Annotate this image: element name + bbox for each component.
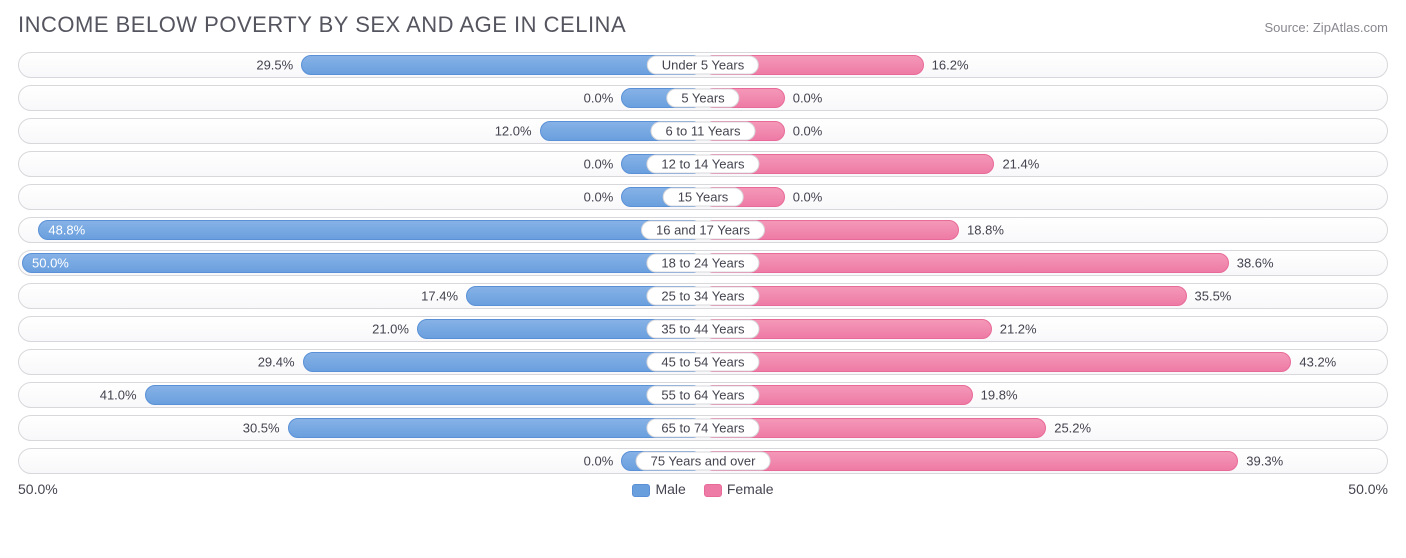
category-label: 18 to 24 Years <box>646 254 759 273</box>
category-label: 15 Years <box>663 188 744 207</box>
legend-male-label: Male <box>655 481 685 497</box>
male-value-label: 29.4% <box>258 355 295 370</box>
male-bar <box>145 385 703 405</box>
female-value-label: 25.2% <box>1054 421 1091 436</box>
chart-row: 0.0% 39.3% 75 Years and over <box>18 448 1388 474</box>
diverging-bar-chart: 29.5% 16.2% Under 5 Years 0.0% 0.0% 5 Years 12… <box>18 52 1388 474</box>
male-value-label: 12.0% <box>495 124 532 139</box>
category-label: 25 to 34 Years <box>646 287 759 306</box>
chart-row: 29.5% 16.2% Under 5 Years <box>18 52 1388 78</box>
male-bar <box>22 253 703 273</box>
male-bar <box>288 418 703 438</box>
male-value-label: 29.5% <box>256 58 293 73</box>
female-value-label: 0.0% <box>793 91 823 106</box>
male-value-label: 48.8% <box>48 223 85 238</box>
chart-row: 0.0% 21.4% 12 to 14 Years <box>18 151 1388 177</box>
male-bar <box>38 220 703 240</box>
female-swatch <box>704 484 722 497</box>
category-label: 12 to 14 Years <box>646 155 759 174</box>
category-label: 75 Years and over <box>636 452 771 471</box>
male-value-label: 0.0% <box>584 454 614 469</box>
female-value-label: 21.2% <box>1000 322 1037 337</box>
chart-row: 41.0% 19.8% 55 to 64 Years <box>18 382 1388 408</box>
female-value-label: 38.6% <box>1237 256 1274 271</box>
chart-row: 50.0% 38.6% 18 to 24 Years <box>18 250 1388 276</box>
category-label: 65 to 74 Years <box>646 419 759 438</box>
category-label: 35 to 44 Years <box>646 320 759 339</box>
chart-row: 17.4% 35.5% 25 to 34 Years <box>18 283 1388 309</box>
male-bar <box>303 352 703 372</box>
source-attribution: Source: ZipAtlas.com <box>1264 20 1388 35</box>
male-value-label: 17.4% <box>421 289 458 304</box>
category-label: Under 5 Years <box>647 56 759 75</box>
female-value-label: 16.2% <box>932 58 969 73</box>
legend-female-label: Female <box>727 481 774 497</box>
female-value-label: 43.2% <box>1299 355 1336 370</box>
chart-row: 30.5% 25.2% 65 to 74 Years <box>18 415 1388 441</box>
chart-row: 21.0% 21.2% 35 to 44 Years <box>18 316 1388 342</box>
male-value-label: 30.5% <box>243 421 280 436</box>
female-bar <box>703 253 1229 273</box>
male-swatch <box>632 484 650 497</box>
legend: Male Female <box>632 481 773 497</box>
chart-row: 12.0% 0.0% 6 to 11 Years <box>18 118 1388 144</box>
male-value-label: 0.0% <box>584 91 614 106</box>
category-label: 55 to 64 Years <box>646 386 759 405</box>
female-value-label: 39.3% <box>1246 454 1283 469</box>
category-label: 45 to 54 Years <box>646 353 759 372</box>
chart-title: INCOME BELOW POVERTY BY SEX AND AGE IN C… <box>18 12 626 38</box>
male-bar <box>301 55 703 75</box>
axis-max-right: 50.0% <box>1348 481 1388 497</box>
chart-row: 0.0% 0.0% 5 Years <box>18 85 1388 111</box>
legend-item-female: Female <box>704 481 774 497</box>
male-value-label: 41.0% <box>100 388 137 403</box>
female-bar <box>703 352 1291 372</box>
female-bar <box>703 451 1238 471</box>
chart-row: 0.0% 0.0% 15 Years <box>18 184 1388 210</box>
legend-item-male: Male <box>632 481 685 497</box>
category-label: 16 and 17 Years <box>641 221 765 240</box>
axis-max-left: 50.0% <box>18 481 58 497</box>
male-value-label: 0.0% <box>584 157 614 172</box>
chart-row: 29.4% 43.2% 45 to 54 Years <box>18 349 1388 375</box>
chart-row: 48.8% 18.8% 16 and 17 Years <box>18 217 1388 243</box>
female-value-label: 35.5% <box>1195 289 1232 304</box>
category-label: 6 to 11 Years <box>651 122 756 141</box>
female-value-label: 19.8% <box>981 388 1018 403</box>
female-bar <box>703 286 1187 306</box>
female-value-label: 21.4% <box>1002 157 1039 172</box>
category-label: 5 Years <box>666 89 739 108</box>
male-value-label: 50.0% <box>32 256 69 271</box>
male-value-label: 21.0% <box>372 322 409 337</box>
female-value-label: 0.0% <box>793 190 823 205</box>
male-value-label: 0.0% <box>584 190 614 205</box>
female-value-label: 18.8% <box>967 223 1004 238</box>
female-value-label: 0.0% <box>793 124 823 139</box>
